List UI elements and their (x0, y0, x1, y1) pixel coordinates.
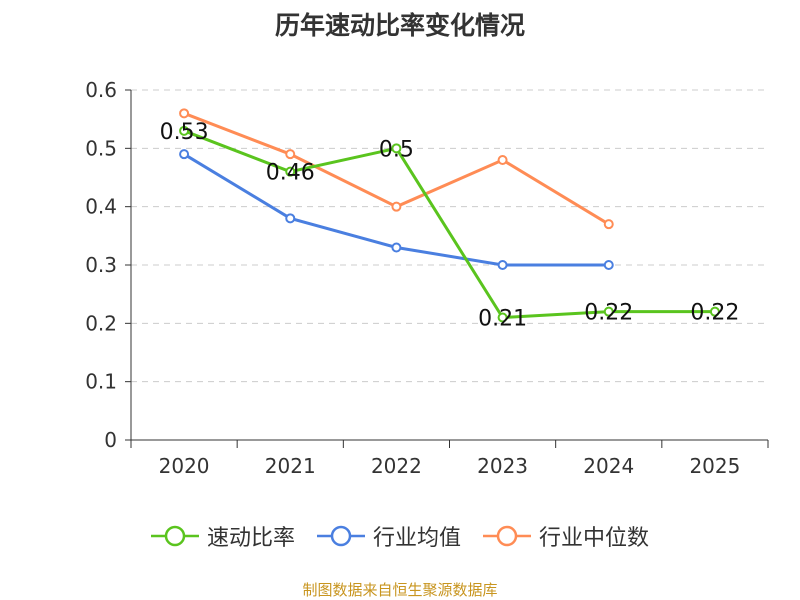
x-tick-label: 2025 (689, 454, 740, 478)
chart-title: 历年速动比率变化情况 (274, 11, 525, 40)
data-point (285, 149, 296, 160)
y-tick-label: 0.1 (85, 370, 117, 394)
data-point (179, 125, 190, 136)
data-label: 0.46 (266, 161, 315, 186)
series-line-0 (183, 129, 715, 320)
data-point (497, 155, 508, 165)
data-label: 0.53 (160, 120, 209, 145)
x-tick-label: 2020 (159, 454, 210, 478)
data-point (497, 312, 508, 323)
data-point (179, 149, 190, 160)
legend-label: 行业均值 (372, 526, 461, 551)
data-point (603, 260, 614, 270)
y-tick-label: 0.4 (85, 195, 117, 219)
legend-line-circle-icon (483, 525, 531, 547)
data-point (603, 306, 614, 317)
legend-label: 行业中位数 (539, 526, 650, 551)
legend-label: 速动比率 (206, 526, 295, 551)
x-tick-label: 2021 (265, 454, 316, 478)
y-tick-label: 0.2 (85, 311, 117, 335)
source-note: 制图数据来自恒生聚源数据库 (302, 581, 498, 599)
data-label: 0.21 (478, 307, 527, 332)
data-label: 0.22 (690, 301, 739, 326)
legend-item[interactable]: 速动比率 (150, 520, 295, 552)
y-tick-label: 0 (104, 428, 117, 452)
data-point (391, 201, 402, 212)
data-label: 0.22 (584, 301, 633, 326)
legend-line-circle-icon (150, 525, 199, 547)
data-point (391, 143, 402, 154)
x-tick-label: 2023 (477, 454, 528, 478)
data-point (285, 166, 296, 177)
legend-item[interactable]: 行业中位数 (483, 520, 649, 552)
data-point (497, 260, 508, 270)
data-label: 0.5 (379, 137, 414, 162)
data-point (603, 219, 614, 230)
data-point (285, 213, 296, 224)
legend: 速动比率 行业均值 行业中位数 (0, 520, 800, 552)
x-tick-label: 2022 (371, 454, 422, 478)
data-point (179, 108, 190, 119)
y-tick-label: 0.3 (85, 253, 117, 277)
data-point (391, 242, 402, 253)
y-tick-label: 0.5 (85, 136, 117, 160)
y-tick-label: 0.6 (85, 78, 117, 102)
legend-line-circle-icon (316, 525, 365, 547)
x-tick-label: 2024 (583, 454, 634, 478)
data-point (709, 306, 720, 317)
legend-item[interactable]: 行业均值 (316, 520, 461, 552)
